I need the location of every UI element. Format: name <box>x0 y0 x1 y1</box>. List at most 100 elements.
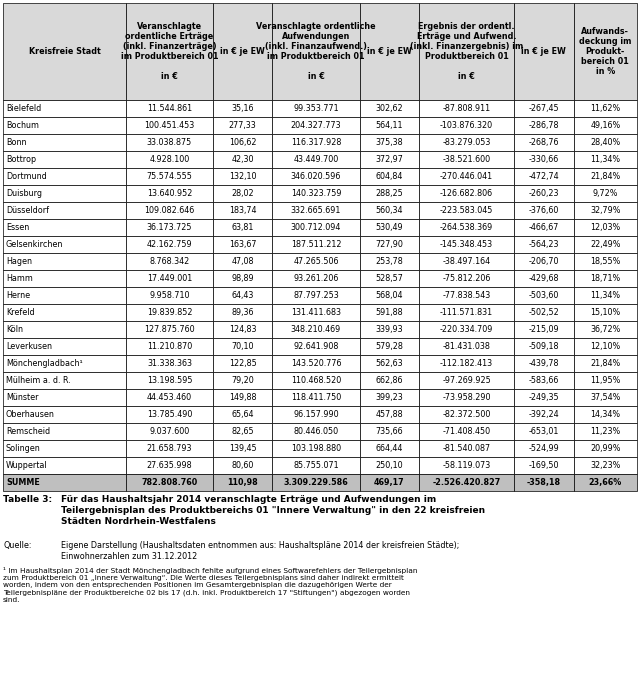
Bar <box>360 389 419 406</box>
Bar <box>126 457 213 474</box>
Bar <box>126 355 213 372</box>
Bar <box>273 134 360 151</box>
Text: 64,43: 64,43 <box>232 291 254 300</box>
Text: 35,16: 35,16 <box>232 104 254 113</box>
Text: 99.353.771: 99.353.771 <box>293 104 339 113</box>
Bar <box>514 270 573 287</box>
Bar <box>573 423 637 440</box>
Bar <box>3 355 126 372</box>
Text: 70,10: 70,10 <box>232 342 254 351</box>
Text: 20,99%: 20,99% <box>590 444 621 453</box>
Text: 32,23%: 32,23% <box>590 461 621 470</box>
Bar <box>360 100 419 117</box>
Text: 332.665.691: 332.665.691 <box>291 206 341 215</box>
Text: 300.712.094: 300.712.094 <box>291 223 341 232</box>
Text: 562,63: 562,63 <box>376 359 403 368</box>
Text: 122,85: 122,85 <box>229 359 257 368</box>
Bar <box>573 3 637 100</box>
Text: 591,88: 591,88 <box>376 308 403 317</box>
Bar <box>273 372 360 389</box>
Bar <box>419 134 514 151</box>
Text: 43.449.700: 43.449.700 <box>293 155 339 164</box>
Bar <box>3 236 126 253</box>
Text: 204.327.773: 204.327.773 <box>291 121 341 130</box>
Text: 127.875.760: 127.875.760 <box>144 325 195 334</box>
Bar <box>213 168 273 185</box>
Bar <box>419 406 514 423</box>
Text: 47.265.506: 47.265.506 <box>293 257 339 266</box>
Text: in € je EW: in € je EW <box>522 47 566 56</box>
Bar <box>573 100 637 117</box>
Bar <box>213 236 273 253</box>
Text: Quelle:: Quelle: <box>3 541 31 550</box>
Text: -466,67: -466,67 <box>529 223 559 232</box>
Text: 22,49%: 22,49% <box>590 240 621 249</box>
Text: Bielefeld: Bielefeld <box>6 104 41 113</box>
Text: 11,34%: 11,34% <box>590 291 620 300</box>
Bar <box>514 321 573 338</box>
Bar <box>573 440 637 457</box>
Text: 13.198.595: 13.198.595 <box>147 376 192 385</box>
Bar <box>573 253 637 270</box>
Bar <box>573 117 637 134</box>
Text: -38.521.600: -38.521.600 <box>442 155 491 164</box>
Text: 140.323.759: 140.323.759 <box>291 189 341 198</box>
Bar <box>514 202 573 219</box>
Bar <box>514 3 573 100</box>
Bar <box>514 304 573 321</box>
Bar <box>573 219 637 236</box>
Text: 89,36: 89,36 <box>232 308 254 317</box>
Bar <box>126 100 213 117</box>
Text: 37,54%: 37,54% <box>590 393 621 402</box>
Text: 187.511.212: 187.511.212 <box>291 240 341 249</box>
Bar <box>573 457 637 474</box>
Bar <box>213 423 273 440</box>
Text: 63,81: 63,81 <box>232 223 254 232</box>
Text: -564,23: -564,23 <box>529 240 559 249</box>
Text: 11.544.861: 11.544.861 <box>147 104 192 113</box>
Bar <box>273 117 360 134</box>
Text: Düsseldorf: Düsseldorf <box>6 206 49 215</box>
Text: Bochum: Bochum <box>6 121 39 130</box>
Text: 92.641.908: 92.641.908 <box>293 342 339 351</box>
Bar <box>419 168 514 185</box>
Bar <box>573 372 637 389</box>
Text: Aufwands-
deckung im
Produkt-
bereich 01
in %: Aufwands- deckung im Produkt- bereich 01… <box>579 27 632 76</box>
Text: 42,30: 42,30 <box>232 155 254 164</box>
Text: 11,62%: 11,62% <box>590 104 620 113</box>
Bar <box>273 440 360 457</box>
Bar <box>514 372 573 389</box>
Bar <box>514 423 573 440</box>
Bar <box>360 457 419 474</box>
Bar <box>514 406 573 423</box>
Text: 8.768.342: 8.768.342 <box>149 257 189 266</box>
Text: 96.157.990: 96.157.990 <box>293 410 339 419</box>
Text: Wuppertal: Wuppertal <box>6 461 47 470</box>
Text: 13.785.490: 13.785.490 <box>147 410 192 419</box>
Text: Mülheim a. d. R.: Mülheim a. d. R. <box>6 376 71 385</box>
Text: -223.583.045: -223.583.045 <box>440 206 493 215</box>
Text: 3.309.229.586: 3.309.229.586 <box>284 478 348 487</box>
Bar <box>514 185 573 202</box>
Bar <box>419 355 514 372</box>
Bar <box>213 270 273 287</box>
Text: 47,08: 47,08 <box>232 257 254 266</box>
Bar <box>419 253 514 270</box>
Text: 250,10: 250,10 <box>376 461 403 470</box>
Bar <box>213 355 273 372</box>
Bar <box>213 440 273 457</box>
Text: -58.119.073: -58.119.073 <box>442 461 491 470</box>
Bar <box>514 338 573 355</box>
Text: 85.755.071: 85.755.071 <box>293 461 339 470</box>
Text: 302,62: 302,62 <box>376 104 403 113</box>
Text: Eigene Darstellung (Haushaltsdaten entnommen aus: Haushaltspläne 2014 der kreisf: Eigene Darstellung (Haushaltsdaten entno… <box>61 541 460 561</box>
Text: 4.928.100: 4.928.100 <box>149 155 189 164</box>
Bar <box>419 457 514 474</box>
Text: Hamm: Hamm <box>6 274 33 283</box>
Bar <box>126 406 213 423</box>
Text: 80,60: 80,60 <box>232 461 254 470</box>
Bar <box>126 338 213 355</box>
Bar <box>360 134 419 151</box>
Text: 118.411.750: 118.411.750 <box>291 393 341 402</box>
Bar <box>273 270 360 287</box>
